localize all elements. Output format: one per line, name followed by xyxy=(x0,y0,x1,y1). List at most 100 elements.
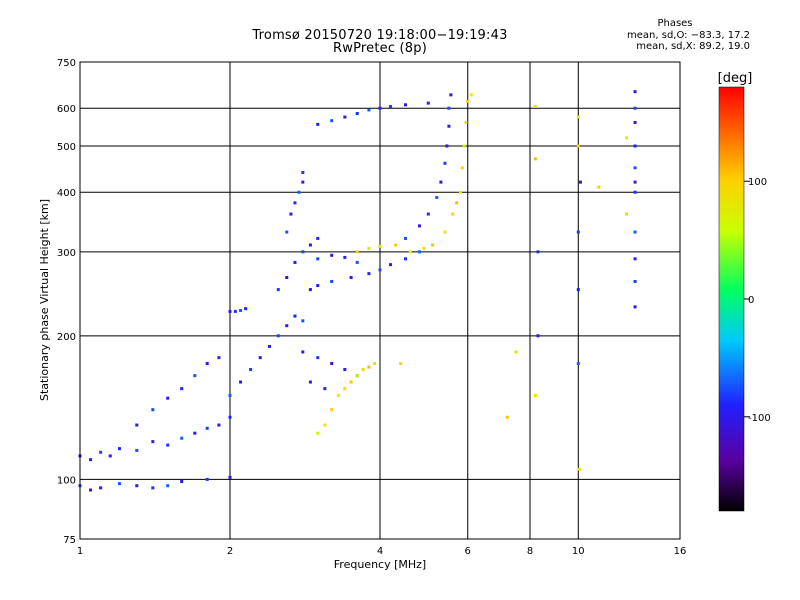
data-point-X xyxy=(458,190,462,194)
data-point-O xyxy=(289,212,293,216)
data-point-O xyxy=(426,101,430,105)
data-point-O xyxy=(323,387,327,391)
data-point-O xyxy=(89,458,93,462)
data-point-O xyxy=(633,144,637,148)
data-point-O xyxy=(276,288,280,292)
data-point-O xyxy=(301,170,305,174)
data-point-X xyxy=(469,93,473,97)
data-point-O xyxy=(239,308,243,312)
y-axis-label: Stationary phase Virtual Height [km] xyxy=(38,199,51,401)
data-point-O xyxy=(443,161,447,165)
data-point-O xyxy=(293,260,297,264)
data-point-O xyxy=(447,106,451,110)
data-point-O xyxy=(449,93,453,97)
data-point-O xyxy=(343,367,347,371)
data-point-X xyxy=(323,423,327,427)
data-point-O xyxy=(330,119,334,123)
data-point-O xyxy=(367,108,371,112)
data-point-O xyxy=(108,454,112,458)
x-tick-label: 8 xyxy=(527,546,533,557)
data-point-O xyxy=(99,450,103,454)
x-tick-label: 2 xyxy=(227,546,233,557)
data-point-O xyxy=(576,361,580,365)
data-point-X xyxy=(361,367,365,371)
data-point-O xyxy=(193,431,197,435)
data-point-O xyxy=(576,288,580,292)
data-point-O xyxy=(536,334,540,338)
data-point-X xyxy=(355,250,359,254)
y-tick-label: 400 xyxy=(57,188,76,199)
x-tick-label: 16 xyxy=(674,546,687,557)
data-point-O xyxy=(367,272,371,276)
data-point-O xyxy=(217,356,221,360)
data-point-O xyxy=(316,236,320,240)
data-point-O xyxy=(205,361,209,365)
y-tick-label: 75 xyxy=(63,535,76,546)
data-point-O xyxy=(633,106,637,110)
data-point-O xyxy=(244,307,248,311)
data-point-O xyxy=(151,486,155,490)
data-point-O xyxy=(633,90,637,94)
colorbar-tick-label: 100 xyxy=(748,177,767,188)
x-axis-label: Frequency [MHz] xyxy=(334,558,426,571)
phase-stats: Phases mean, sd,O: −83.3, 17.2 mean, sd,… xyxy=(600,18,750,53)
data-point-O xyxy=(285,324,289,328)
data-point-O xyxy=(249,367,253,371)
data-point-O xyxy=(308,288,312,292)
data-point-O xyxy=(316,356,320,360)
x-tick-label: 6 xyxy=(465,546,471,557)
data-point-X xyxy=(443,230,447,234)
data-point-O xyxy=(297,190,301,194)
phase-stats-x: mean, sd,X: 89.2, 19.0 xyxy=(636,41,750,52)
data-point-X xyxy=(373,361,377,365)
data-point-O xyxy=(308,243,312,247)
data-point-O xyxy=(308,380,312,384)
data-point-O xyxy=(316,122,320,126)
data-point-X xyxy=(576,115,580,119)
data-point-O xyxy=(426,212,430,216)
x-axis: 1 2 4 6 8 10 16 xyxy=(77,546,687,557)
data-point-O xyxy=(403,236,407,240)
data-point-O xyxy=(578,180,582,184)
data-point-X xyxy=(355,374,359,378)
data-point-O xyxy=(233,309,237,313)
data-point-O xyxy=(228,393,232,397)
data-points xyxy=(78,90,637,492)
data-point-O xyxy=(205,426,209,430)
data-point-O xyxy=(633,305,637,309)
data-point-X xyxy=(460,166,464,170)
data-point-O xyxy=(228,415,232,419)
data-point-X xyxy=(394,243,398,247)
colorbar-label: [deg] xyxy=(718,71,753,86)
data-point-X xyxy=(625,136,629,140)
data-point-O xyxy=(343,115,347,119)
phase-stats-header: Phases xyxy=(657,18,693,29)
data-point-O xyxy=(633,121,637,125)
phase-stats-o: mean, sd,O: −83.3, 17.2 xyxy=(627,29,750,41)
data-point-X xyxy=(514,350,518,354)
data-point-O xyxy=(180,479,184,483)
data-point-O xyxy=(151,440,155,444)
y-axis: 75 100 200 300 400 500 600 750 xyxy=(57,58,76,546)
data-point-O xyxy=(301,250,305,254)
data-point-O xyxy=(316,283,320,287)
data-point-O xyxy=(343,255,347,259)
data-point-O xyxy=(89,488,93,492)
y-tick-label: 100 xyxy=(57,475,76,486)
data-point-O xyxy=(301,350,305,354)
data-point-X xyxy=(505,415,509,419)
data-point-X xyxy=(330,408,334,412)
data-point-O xyxy=(417,224,421,228)
colorbar-ticks: 100 0 -100 xyxy=(744,177,771,424)
y-tick-label: 200 xyxy=(57,332,76,343)
data-point-O xyxy=(355,111,359,115)
data-point-O xyxy=(417,250,421,254)
data-point-O xyxy=(267,344,271,348)
data-point-O xyxy=(439,180,443,184)
grid-lines xyxy=(80,62,680,539)
data-point-O xyxy=(135,423,139,427)
data-point-X xyxy=(431,243,435,247)
data-point-O xyxy=(355,260,359,264)
data-point-X xyxy=(625,212,629,216)
